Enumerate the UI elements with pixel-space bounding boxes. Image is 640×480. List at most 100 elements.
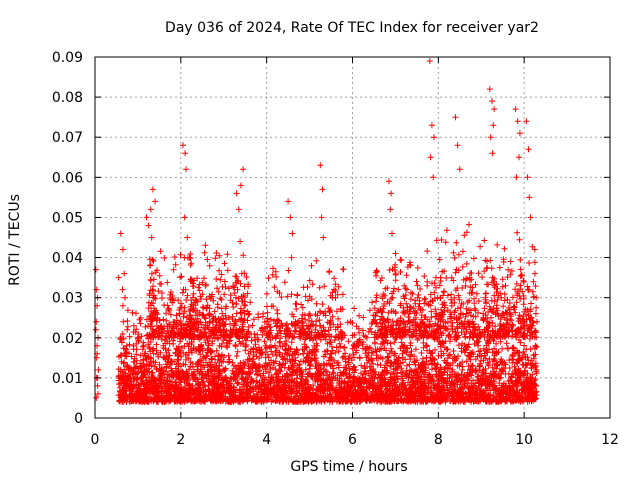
data-point <box>273 273 280 280</box>
data-point <box>164 386 171 393</box>
data-point <box>245 363 252 369</box>
data-point <box>238 375 245 381</box>
data-point <box>225 352 232 359</box>
data-point <box>201 275 207 282</box>
data-point <box>234 348 241 355</box>
data-point <box>147 206 154 213</box>
data-point <box>227 297 234 304</box>
data-point <box>139 374 146 381</box>
data-point <box>189 294 196 301</box>
data-point <box>250 356 257 362</box>
data-point <box>121 395 128 402</box>
data-point <box>268 303 275 310</box>
data-point <box>299 304 306 311</box>
data-point <box>141 370 148 376</box>
data-point <box>124 323 131 330</box>
data-point <box>141 350 148 357</box>
data-point <box>171 398 178 405</box>
data-point <box>334 324 341 331</box>
data-point <box>120 318 127 325</box>
data-point <box>209 356 216 363</box>
data-point <box>289 311 296 318</box>
data-point <box>232 389 239 396</box>
data-point <box>287 396 294 403</box>
data-point <box>247 299 254 306</box>
data-point <box>278 364 285 371</box>
data-point <box>224 251 231 258</box>
data-point <box>126 341 133 348</box>
data-point <box>317 376 324 383</box>
data-point <box>277 343 284 350</box>
data-point <box>326 269 333 276</box>
data-point <box>254 346 260 353</box>
data-point <box>302 293 309 300</box>
data-point <box>323 369 330 375</box>
data-point <box>319 186 326 193</box>
data-point <box>164 279 171 286</box>
data-point <box>399 343 406 350</box>
data-point <box>203 352 210 359</box>
data-point <box>193 374 199 381</box>
data-point <box>264 397 271 404</box>
data-point <box>282 384 288 391</box>
data-point <box>214 285 220 292</box>
data-point <box>153 347 160 354</box>
data-point <box>291 378 298 385</box>
data-point <box>163 397 170 404</box>
data-point <box>240 307 247 314</box>
data-point <box>131 355 138 362</box>
data-point <box>311 397 318 404</box>
data-point <box>431 134 437 141</box>
data-point <box>296 361 303 368</box>
data-point <box>281 373 288 379</box>
data-point <box>95 366 102 373</box>
data-point <box>197 296 204 302</box>
data-point <box>388 190 395 197</box>
data-point <box>212 353 218 360</box>
data-point <box>277 388 284 395</box>
data-point <box>158 290 165 296</box>
data-point <box>233 353 240 359</box>
data-point <box>325 386 332 393</box>
data-point <box>181 398 188 405</box>
data-point <box>178 330 185 336</box>
data-point <box>489 150 496 157</box>
data-point <box>327 317 334 324</box>
data-point <box>245 283 252 290</box>
data-point <box>151 305 157 312</box>
data-point <box>197 351 204 358</box>
data-point <box>153 398 160 405</box>
data-point <box>156 272 163 279</box>
data-point <box>165 306 172 313</box>
data-point <box>198 321 205 328</box>
data-point <box>286 352 293 359</box>
data-point <box>201 364 208 371</box>
data-point <box>306 317 312 324</box>
data-point <box>268 343 275 350</box>
data-point <box>351 331 358 338</box>
data-point <box>273 347 280 354</box>
data-point <box>503 340 510 347</box>
data-point <box>374 361 381 368</box>
data-point <box>392 350 398 357</box>
data-point <box>225 285 232 292</box>
data-point <box>274 310 281 317</box>
data-point <box>132 390 139 397</box>
data-point <box>159 295 165 302</box>
data-point <box>140 342 147 349</box>
data-point <box>310 382 317 389</box>
data-point <box>360 314 367 321</box>
data-point <box>187 385 194 392</box>
data-point <box>152 390 159 397</box>
data-point <box>237 238 244 245</box>
data-point <box>186 330 193 337</box>
data-point <box>325 357 332 364</box>
data-point <box>202 242 209 249</box>
data-point <box>166 321 173 328</box>
data-point <box>222 312 229 319</box>
data-point <box>202 282 209 289</box>
data-point <box>149 256 156 263</box>
data-point <box>190 316 197 323</box>
data-point <box>150 276 157 283</box>
data-point <box>161 323 167 330</box>
